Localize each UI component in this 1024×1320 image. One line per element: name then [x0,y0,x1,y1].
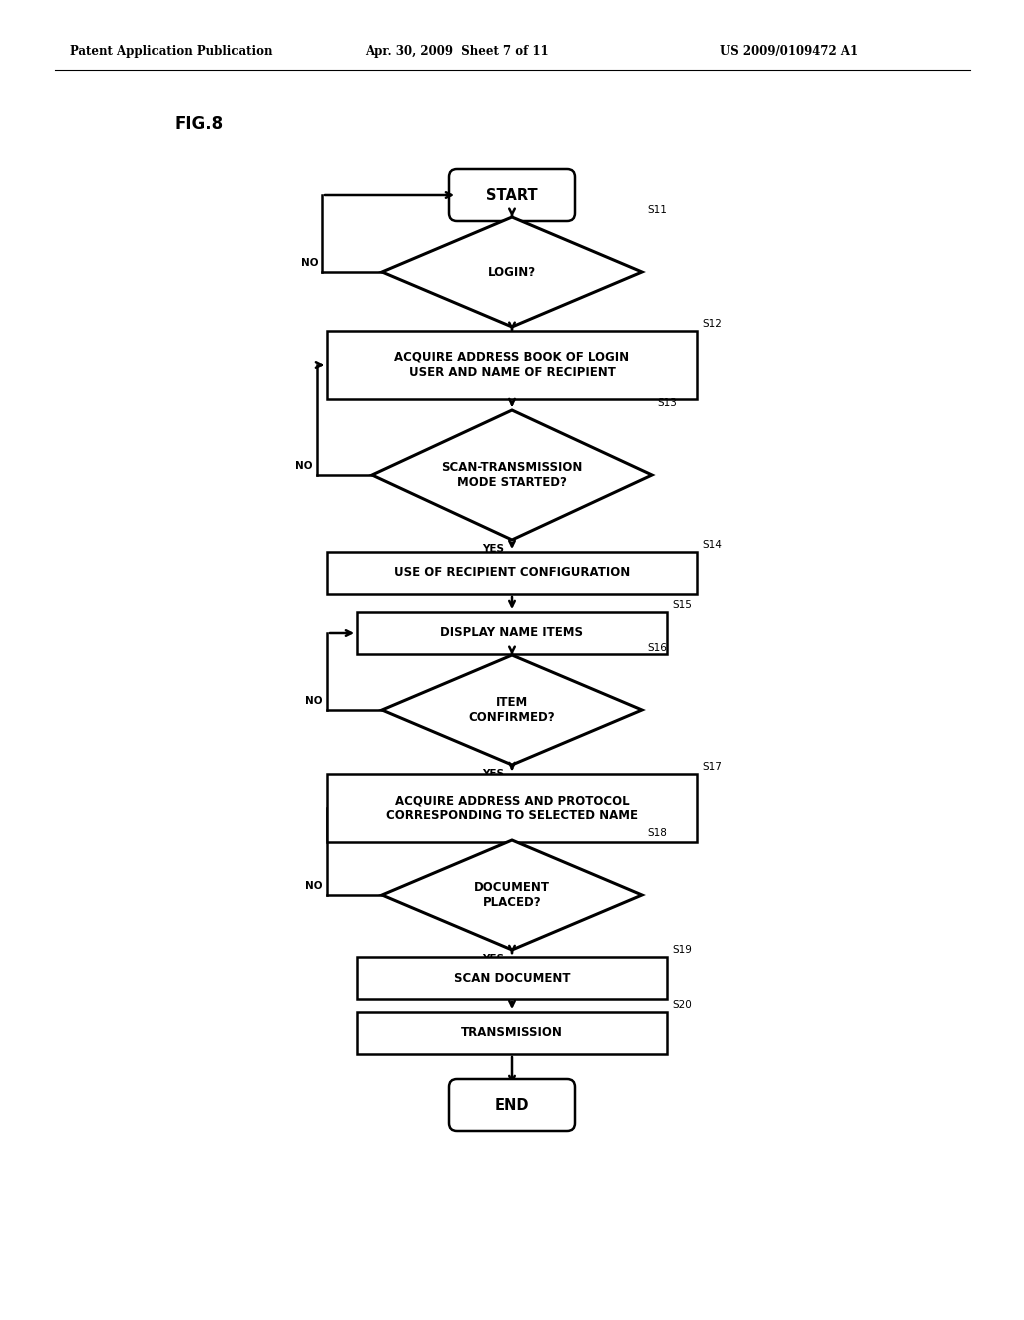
Text: DOCUMENT
PLACED?: DOCUMENT PLACED? [474,880,550,909]
Text: ACQUIRE ADDRESS AND PROTOCOL
CORRESPONDING TO SELECTED NAME: ACQUIRE ADDRESS AND PROTOCOL CORRESPONDI… [386,795,638,822]
Bar [357,612,667,653]
FancyBboxPatch shape [449,169,575,220]
Text: USE OF RECIPIENT CONFIGURATION: USE OF RECIPIENT CONFIGURATION [394,566,630,579]
Text: DISPLAY NAME ITEMS: DISPLAY NAME ITEMS [440,627,584,639]
Polygon shape [382,840,642,950]
Text: S20: S20 [672,1001,692,1010]
Text: Patent Application Publication: Patent Application Publication [70,45,272,58]
Text: NO: NO [305,880,323,891]
Text: S13: S13 [657,399,677,408]
Text: YES: YES [482,544,504,554]
Polygon shape [372,411,652,540]
Text: S12: S12 [702,319,722,329]
Bar [327,774,697,842]
Text: ACQUIRE ADDRESS BOOK OF LOGIN
USER AND NAME OF RECIPIENT: ACQUIRE ADDRESS BOOK OF LOGIN USER AND N… [394,351,630,379]
Text: END: END [495,1097,529,1113]
Text: S11: S11 [647,205,667,215]
Text: NO: NO [296,461,313,471]
Text: NO: NO [305,696,323,706]
Text: S14: S14 [702,540,722,550]
Text: YES: YES [482,954,504,964]
Text: LOGIN?: LOGIN? [488,265,536,279]
Text: S15: S15 [672,601,692,610]
Polygon shape [382,655,642,766]
Text: S17: S17 [702,762,722,772]
Text: NO: NO [300,257,318,268]
Bar [357,1012,667,1053]
Text: SCAN-TRANSMISSION
MODE STARTED?: SCAN-TRANSMISSION MODE STARTED? [441,461,583,488]
Text: FIG.8: FIG.8 [175,115,224,133]
FancyBboxPatch shape [449,1078,575,1131]
Text: S18: S18 [647,828,667,838]
Bar [327,552,697,594]
Text: YES: YES [482,770,504,779]
Text: S16: S16 [647,643,667,653]
Text: YES: YES [482,331,504,341]
Polygon shape [382,216,642,327]
Text: Apr. 30, 2009  Sheet 7 of 11: Apr. 30, 2009 Sheet 7 of 11 [365,45,549,58]
Text: US 2009/0109472 A1: US 2009/0109472 A1 [720,45,858,58]
Bar [327,331,697,399]
Text: SCAN DOCUMENT: SCAN DOCUMENT [454,972,570,985]
Text: START: START [486,187,538,202]
Text: TRANSMISSION: TRANSMISSION [461,1027,563,1040]
Text: S19: S19 [672,945,692,954]
Bar [357,957,667,999]
Text: ITEM
CONFIRMED?: ITEM CONFIRMED? [469,696,555,723]
